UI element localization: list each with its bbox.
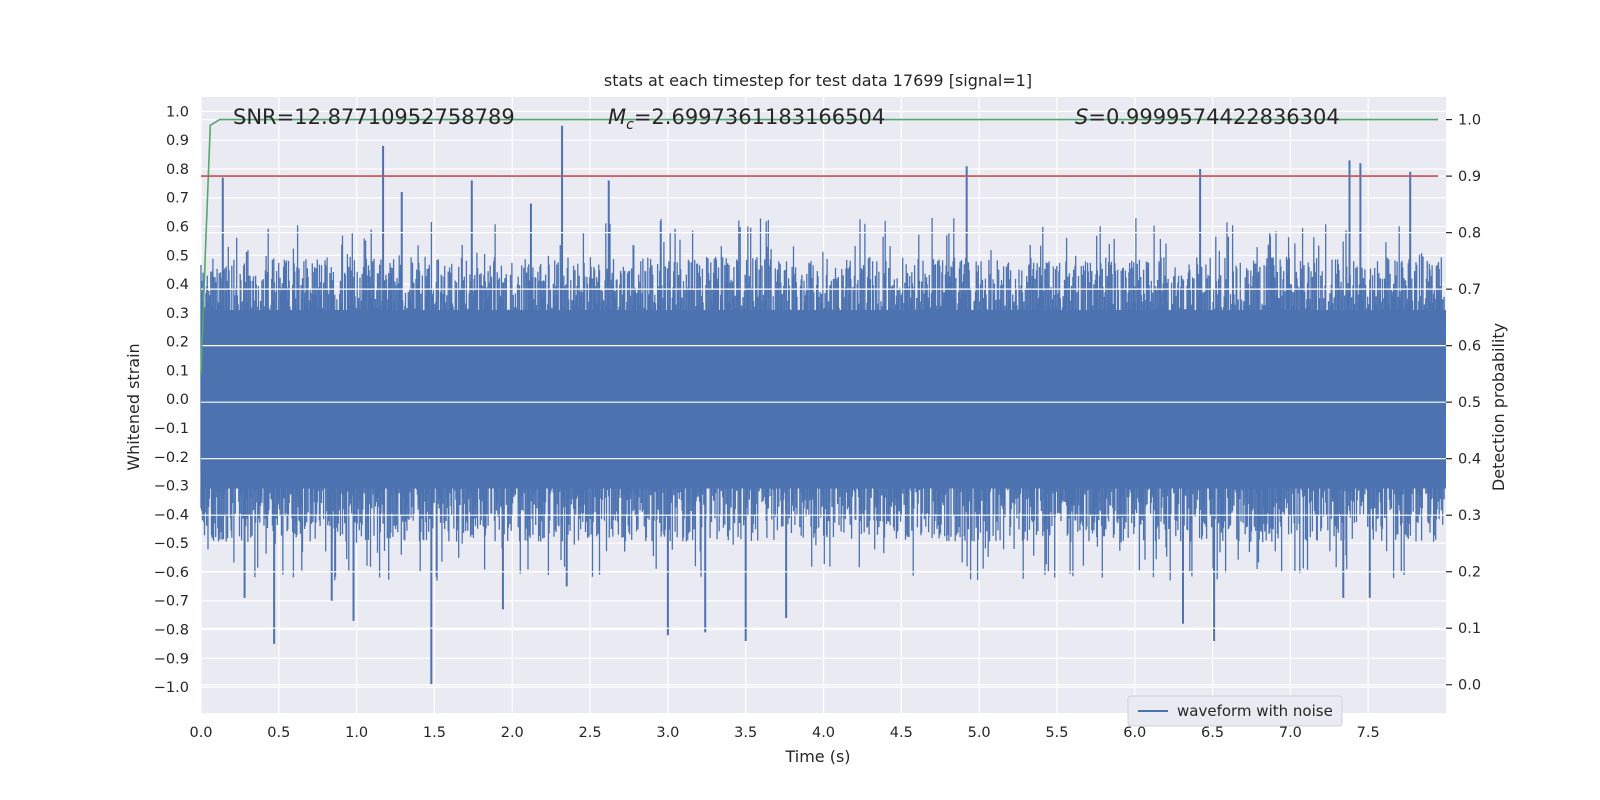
waveform-core: [201, 310, 1446, 489]
y-right-tick-label: 0.8: [1458, 226, 1481, 242]
snr-annotation: SNR=12.87710952758789: [233, 105, 515, 129]
y-right-tick-label: 0.2: [1458, 565, 1481, 581]
x-tick-label: 5.0: [968, 725, 991, 741]
y-right-axis-ticks: 1.0 0.9 0.8 0.7 0.6 0.5 0.4 0.3 0.2 0.1 0.0: [1446, 113, 1481, 694]
y-right-tick-label: 0.5: [1458, 395, 1481, 411]
x-tick-label: 0.0: [189, 725, 212, 741]
y-right-tick-label: 0.4: [1458, 452, 1481, 468]
y-left-tick-label: −0.7: [154, 594, 189, 610]
y-left-tick-label: −1.0: [154, 680, 189, 696]
x-tick-label: 2.0: [501, 725, 524, 741]
s-annotation: S=0.9999574422836304: [1075, 105, 1340, 129]
x-axis-label: Time (s): [784, 747, 850, 766]
y-left-tick-label: 0.9: [166, 133, 189, 149]
chart-title: stats at each timestep for test data 176…: [604, 71, 1032, 90]
y-right-tick-label: 0.3: [1458, 508, 1481, 524]
y-left-tick-label: −0.6: [154, 565, 189, 581]
chirp-mass-annotation: Mc=2.6997361183166504: [608, 105, 885, 133]
y-right-tick-label: 0.1: [1458, 621, 1481, 637]
x-tick-label: 3.5: [734, 725, 757, 741]
y-left-tick-label: −0.2: [154, 450, 189, 466]
y-left-tick-label: −0.4: [154, 507, 189, 523]
x-tick-label: 4.5: [890, 725, 913, 741]
y-right-tick-label: 0.7: [1458, 282, 1481, 298]
y-left-tick-label: −0.3: [154, 479, 189, 495]
y-left-tick-label: 0.1: [166, 363, 189, 379]
y-left-tick-label: −0.1: [154, 421, 189, 437]
y-left-tick-label: −0.8: [154, 623, 189, 639]
y-left-tick-label: 0.3: [166, 306, 189, 322]
y-left-tick-label: 0.0: [166, 392, 189, 408]
x-tick-label: 6.0: [1123, 725, 1146, 741]
y-left-axis-ticks: 1.0 0.9 0.8 0.7 0.6 0.5 0.4 0.3 0.2 0.1 0.0 −0.1 −0.…: [154, 104, 189, 696]
y-left-tick-label: 0.6: [166, 220, 189, 236]
x-tick-label: 1.0: [345, 725, 368, 741]
y-left-tick-label: 0.8: [166, 162, 189, 178]
y-left-tick-label: −0.5: [154, 536, 189, 552]
x-tick-label: 7.0: [1279, 725, 1302, 741]
y-right-tick-label: 0.6: [1458, 339, 1481, 355]
detection-probability-line: [200, 118, 1439, 374]
x-tick-label: 3.0: [656, 725, 679, 741]
y-left-tick-label: 0.4: [166, 277, 189, 293]
y-left-tick-label: 1.0: [166, 104, 189, 120]
y-left-tick-label: −0.9: [154, 651, 189, 667]
x-tick-label: 5.5: [1045, 725, 1068, 741]
y-left-tick-label: 0.7: [166, 191, 189, 207]
y-left-axis-label: Whitened strain: [124, 343, 143, 470]
x-tick-label: 7.5: [1357, 725, 1380, 741]
x-tick-label: 2.5: [579, 725, 602, 741]
legend: waveform with noise: [1127, 695, 1343, 727]
x-tick-label: 1.5: [423, 725, 446, 741]
x-axis-ticks: 0.0 0.5 1.0 1.5 2.0 2.5 3.0 3.5 4.0 4.5 5.0 5.5 6.0 6…: [189, 725, 1379, 741]
x-tick-label: 6.5: [1201, 725, 1224, 741]
x-tick-label: 0.5: [267, 725, 290, 741]
y-right-tick-label: 0.0: [1458, 678, 1481, 694]
y-left-tick-label: 0.5: [166, 248, 189, 264]
y-left-tick-label: 0.2: [166, 335, 189, 351]
y-right-axis-label: Detection probability: [1489, 323, 1508, 491]
legend-label: waveform with noise: [1177, 702, 1333, 720]
x-tick-label: 4.0: [812, 725, 835, 741]
series-probability: [200, 118, 1439, 374]
y-right-tick-label: 0.9: [1458, 169, 1481, 185]
legend-box: [1127, 695, 1343, 727]
y-right-tick-label: 1.0: [1458, 113, 1481, 129]
